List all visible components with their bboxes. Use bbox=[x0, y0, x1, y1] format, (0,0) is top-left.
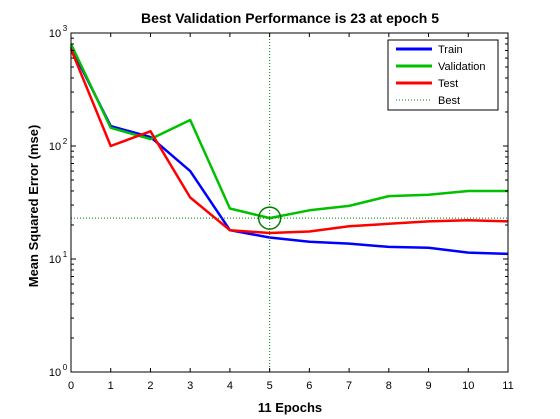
y-tick-label-base: 10 bbox=[49, 141, 61, 153]
y-tick-label-exponent: 1 bbox=[63, 250, 68, 259]
x-tick-label: 4 bbox=[227, 380, 233, 392]
x-tick-label: 6 bbox=[306, 380, 312, 392]
x-axis-label: 11 Epochs bbox=[258, 400, 322, 415]
y-tick-label-exponent: 0 bbox=[63, 363, 68, 372]
legend-train-label: Train bbox=[438, 44, 463, 56]
series-test-line bbox=[69, 48, 509, 235]
y-tick-label-exponent: 2 bbox=[63, 137, 68, 146]
best-point-marker bbox=[257, 206, 282, 230]
x-tick-label: 5 bbox=[267, 380, 273, 392]
axes-box bbox=[70, 32, 509, 373]
y-tick-label-base: 10 bbox=[49, 254, 61, 266]
legend: Train Validation Test Best bbox=[387, 39, 499, 111]
series-validation-line bbox=[69, 43, 508, 220]
x-tick-label: 8 bbox=[386, 380, 392, 392]
x-tick-label: 2 bbox=[147, 380, 153, 392]
y-axis-label: Mean Squared Error (mse) bbox=[26, 125, 41, 288]
x-tick-label: 10 bbox=[462, 380, 474, 392]
legend-best-label: Best bbox=[438, 95, 460, 107]
legend-validation-label: Validation bbox=[438, 61, 486, 73]
y-tick-label-base: 10 bbox=[49, 28, 61, 40]
x-tick-label: 7 bbox=[346, 380, 352, 392]
legend-test-label: Test bbox=[438, 78, 458, 90]
x-tick-label: 1 bbox=[108, 380, 114, 392]
x-tick-label: 0 bbox=[68, 380, 74, 392]
y-tick-label-exponent: 3 bbox=[63, 24, 68, 33]
x-tick-label: 11 bbox=[502, 380, 513, 392]
x-tick-label: 3 bbox=[187, 380, 193, 392]
y-tick-label-base: 10 bbox=[49, 367, 61, 379]
legend-box bbox=[387, 39, 499, 111]
series-train-line bbox=[69, 46, 509, 256]
x-tick-label: 9 bbox=[425, 380, 431, 392]
chart-title: Best Validation Performance is 23 at epo… bbox=[141, 10, 439, 26]
